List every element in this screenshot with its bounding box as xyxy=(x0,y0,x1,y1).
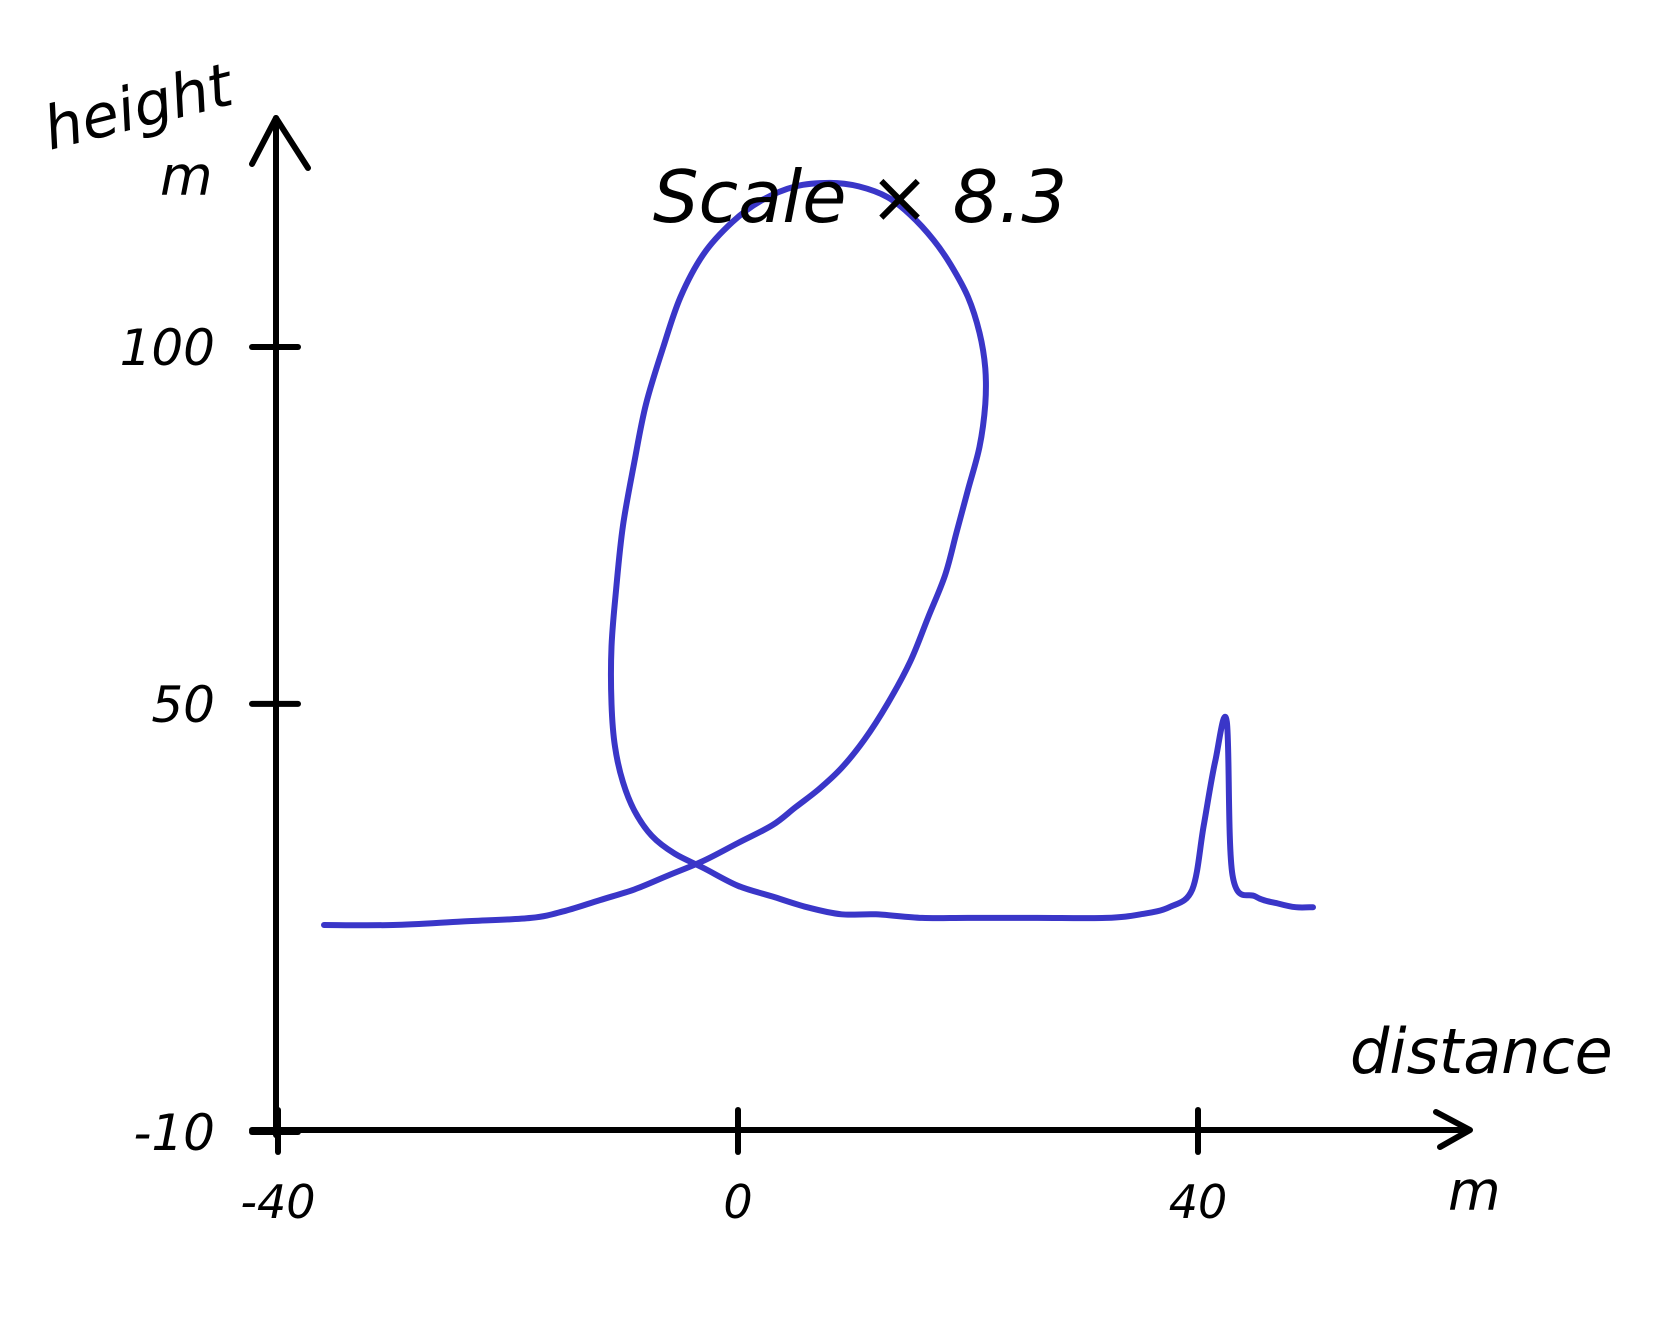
y-tick-label: 100 xyxy=(120,319,215,377)
x-tick-label: 0 xyxy=(723,1175,752,1229)
x-axis-ticks: -40 0 40 xyxy=(240,1107,1228,1229)
x-axis-unit: m xyxy=(1448,1160,1501,1223)
series-layer xyxy=(321,179,1316,929)
y-tick-label: -10 xyxy=(133,1104,215,1162)
y-axis-arrowhead xyxy=(249,115,311,171)
x-tick-label: -40 xyxy=(240,1175,315,1229)
series-line-0 xyxy=(321,179,1316,929)
y-tick-label: 50 xyxy=(151,676,215,734)
x-tick-label: 40 xyxy=(1169,1175,1228,1229)
x-axis-arrowhead xyxy=(1433,1109,1473,1150)
chart-title: Scale × 8.3 xyxy=(653,155,1067,239)
x-axis-label: distance xyxy=(1350,1015,1613,1088)
y-axis-ticks: -10 50 100 xyxy=(120,319,301,1162)
y-axis-unit: m xyxy=(160,145,213,208)
